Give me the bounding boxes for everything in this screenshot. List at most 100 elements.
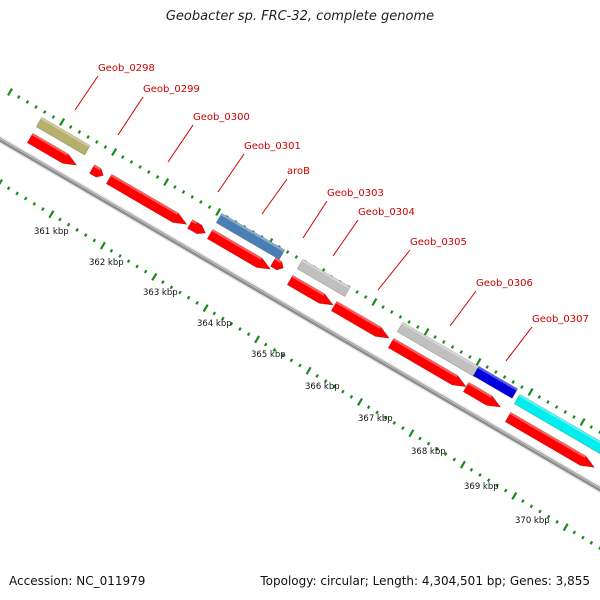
minor-tick (155, 175, 160, 179)
minor-tick (77, 130, 82, 134)
major-tick (151, 272, 158, 281)
cds-arrow (26, 132, 78, 166)
minor-tick (229, 321, 234, 326)
minor-tick (546, 400, 550, 404)
minor-tick (485, 365, 489, 369)
minor-tick (272, 347, 277, 352)
cds-arrow (286, 274, 334, 306)
gene-label-geob-0299: Geob_0299 (143, 84, 200, 95)
minor-tick (41, 207, 45, 212)
gene-label-geob-0305: Geob_0305 (410, 237, 467, 248)
minor-tick (178, 290, 182, 295)
minor-tick (366, 405, 371, 410)
minor-tick (212, 311, 217, 316)
cds-arrow (270, 257, 284, 271)
minor-tick (68, 125, 73, 129)
minor-tick (554, 405, 559, 409)
geob-0305-feature (396, 321, 481, 378)
minor-tick (442, 340, 446, 344)
minor-tick (502, 375, 507, 379)
minor-tick (186, 295, 191, 300)
scale-label: 366 kbp (305, 382, 340, 392)
minor-tick (363, 295, 368, 299)
minor-tick (416, 325, 420, 329)
accession-text: Accession: NC_011979 (9, 574, 146, 588)
minor-tick (285, 250, 290, 254)
major-tick (475, 357, 482, 367)
cds-arrow (89, 164, 104, 178)
minor-tick (407, 320, 411, 324)
minor-tick (572, 415, 576, 419)
minor-tick (32, 201, 37, 206)
minor-tick (25, 100, 30, 104)
minor-tick (207, 205, 212, 209)
minor-tick (468, 355, 472, 359)
minor-tick (103, 145, 108, 149)
minor-tick (289, 358, 294, 363)
minor-tick (95, 140, 99, 144)
minor-tick (450, 345, 455, 349)
leader-lines (74, 75, 533, 362)
major-tick (254, 335, 261, 344)
minor-tick (332, 384, 337, 389)
gene-labels: Geob_0298 Geob_0299 Geob_0300 Geob_0301 aroB… (98, 63, 589, 325)
minor-tick (520, 385, 524, 389)
major-tick (202, 304, 209, 313)
geob-0303-feature (296, 258, 351, 297)
leader-line (332, 219, 359, 257)
minor-tick (598, 430, 600, 434)
minor-tick (16, 95, 21, 99)
minor-tick (486, 478, 491, 483)
scale-label: 368 kbp (411, 447, 446, 457)
cds-arrow (187, 219, 207, 235)
minor-tick (426, 441, 431, 446)
minor-tick (323, 379, 328, 384)
major-tick (527, 387, 534, 397)
minor-tick (452, 457, 457, 462)
minor-tick (23, 196, 28, 201)
gene-label-geob-0303: Geob_0303 (327, 188, 384, 199)
minor-tick (503, 488, 508, 493)
minor-tick (435, 446, 439, 451)
minor-tick (494, 370, 498, 374)
feature-track (26, 116, 600, 468)
leader-line (302, 200, 328, 239)
minor-tick (181, 190, 186, 194)
gene-label-geob-0298: Geob_0298 (98, 63, 155, 74)
minor-tick (521, 499, 525, 504)
gene-label-geob-0304: Geob_0304 (358, 207, 415, 218)
minor-tick (66, 222, 71, 227)
gene-label-geob-0307: Geob_0307 (532, 314, 589, 325)
major-tick (357, 397, 363, 407)
minor-tick (109, 248, 114, 253)
leader-line (261, 178, 288, 215)
major-tick (99, 241, 106, 250)
minor-tick (75, 227, 79, 232)
minor-tick (511, 380, 515, 384)
minor-tick (315, 373, 319, 378)
minor-tick (381, 305, 385, 309)
gene-label-arob: aroB (287, 166, 310, 177)
minor-tick (469, 467, 474, 472)
scale-label: 369 kbp (464, 482, 499, 492)
minor-tick (161, 280, 165, 285)
major-tick (59, 117, 66, 127)
minor-tick (58, 217, 62, 222)
minor-tick (129, 160, 134, 164)
minor-tick (529, 504, 534, 509)
major-tick (7, 87, 13, 97)
cds-arrow (387, 337, 467, 388)
minor-tick (263, 342, 268, 347)
gene-label-geob-0300: Geob_0300 (193, 112, 250, 123)
minor-tick (478, 473, 482, 477)
minor-tick (92, 238, 97, 243)
minor-tick (238, 327, 242, 331)
major-tick (163, 177, 170, 187)
minor-tick (418, 436, 422, 441)
minor-tick (390, 310, 394, 314)
topology-summary: Topology: circular; Length: 4,304,501 bp… (260, 574, 590, 588)
minor-tick (375, 410, 379, 415)
cds-arrow (105, 173, 188, 225)
geob-0298-feature (35, 116, 91, 156)
major-tick (0, 178, 3, 188)
